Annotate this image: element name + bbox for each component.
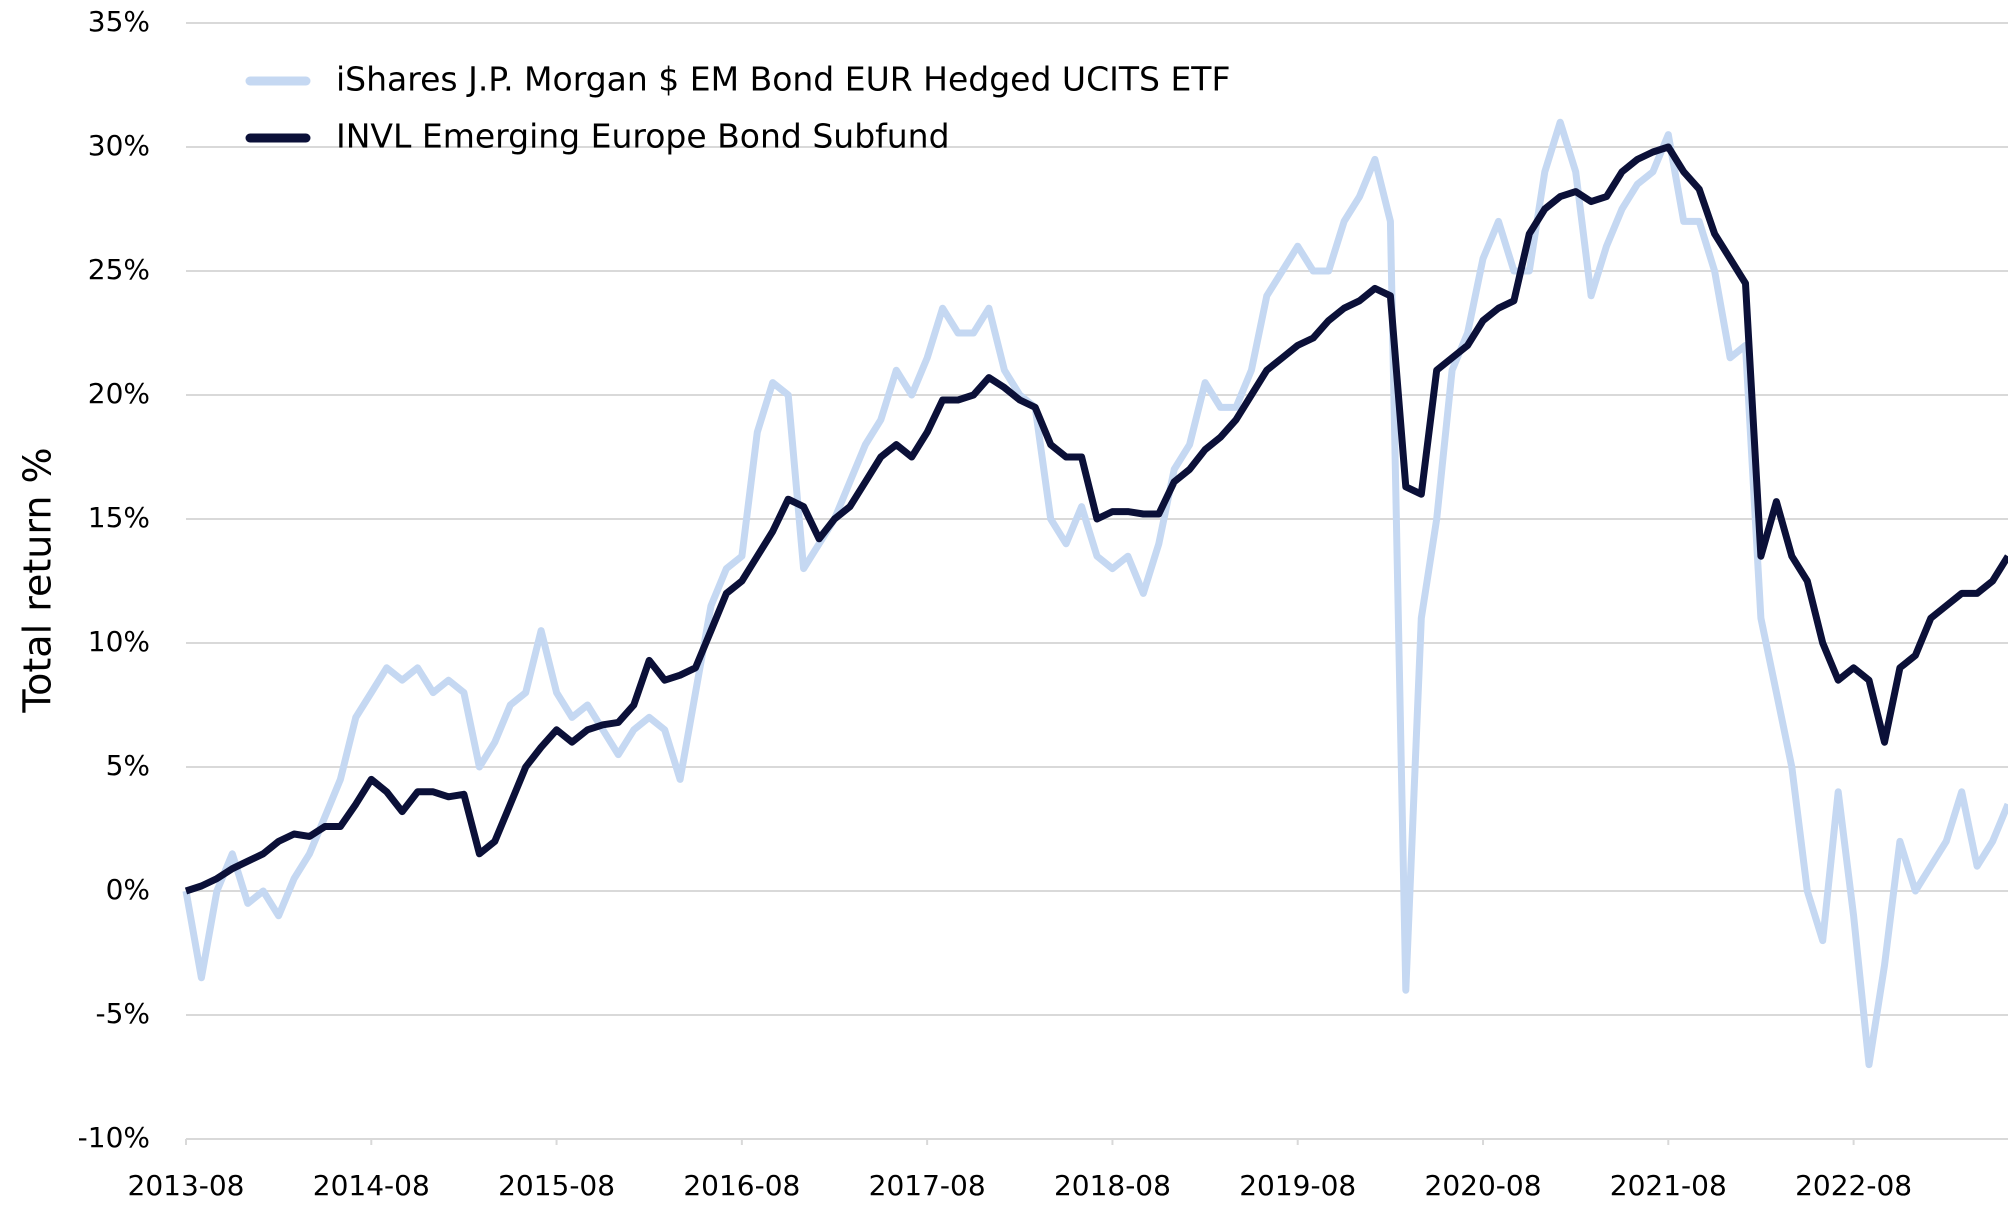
y-tick-label: 0% (106, 873, 150, 906)
x-tick-label: 2021-08 (1610, 1169, 1727, 1202)
x-tick-label: 2014-08 (313, 1169, 430, 1202)
y-tick-label: 30% (88, 129, 150, 162)
y-tick-label: 15% (88, 501, 150, 534)
legend: iShares J.P. Morgan $ EM Bond EUR Hedged… (245, 60, 1230, 156)
x-tick-label: 2015-08 (498, 1169, 615, 1202)
y-tick-label: 20% (88, 377, 150, 410)
y-tick-label: -10% (78, 1121, 150, 1154)
x-tick-label: 2020-08 (1425, 1169, 1542, 1202)
legend-label: iShares J.P. Morgan $ EM Bond EUR Hedged… (336, 60, 1230, 99)
legend-label: INVL Emerging Europe Bond Subfund (336, 117, 950, 156)
x-tick-label: 2017-08 (869, 1169, 986, 1202)
x-tick-label: 2022-08 (1795, 1169, 1912, 1202)
y-tick-label: 10% (88, 625, 150, 658)
y-tick-label: -5% (95, 997, 150, 1030)
x-tick-label: 2013-08 (128, 1169, 245, 1202)
y-tick-label: 35% (88, 5, 150, 38)
y-tick-label: 25% (88, 253, 150, 286)
series-line (184, 143, 2008, 895)
y-tick-label: 5% (106, 749, 150, 782)
y-axis-title: Total return % (16, 447, 60, 713)
x-tick-label: 2018-08 (1054, 1169, 1171, 1202)
x-tick-label: 2019-08 (1239, 1169, 1356, 1202)
series-line (182, 118, 2008, 1069)
x-tick-label: 2016-08 (683, 1169, 800, 1202)
